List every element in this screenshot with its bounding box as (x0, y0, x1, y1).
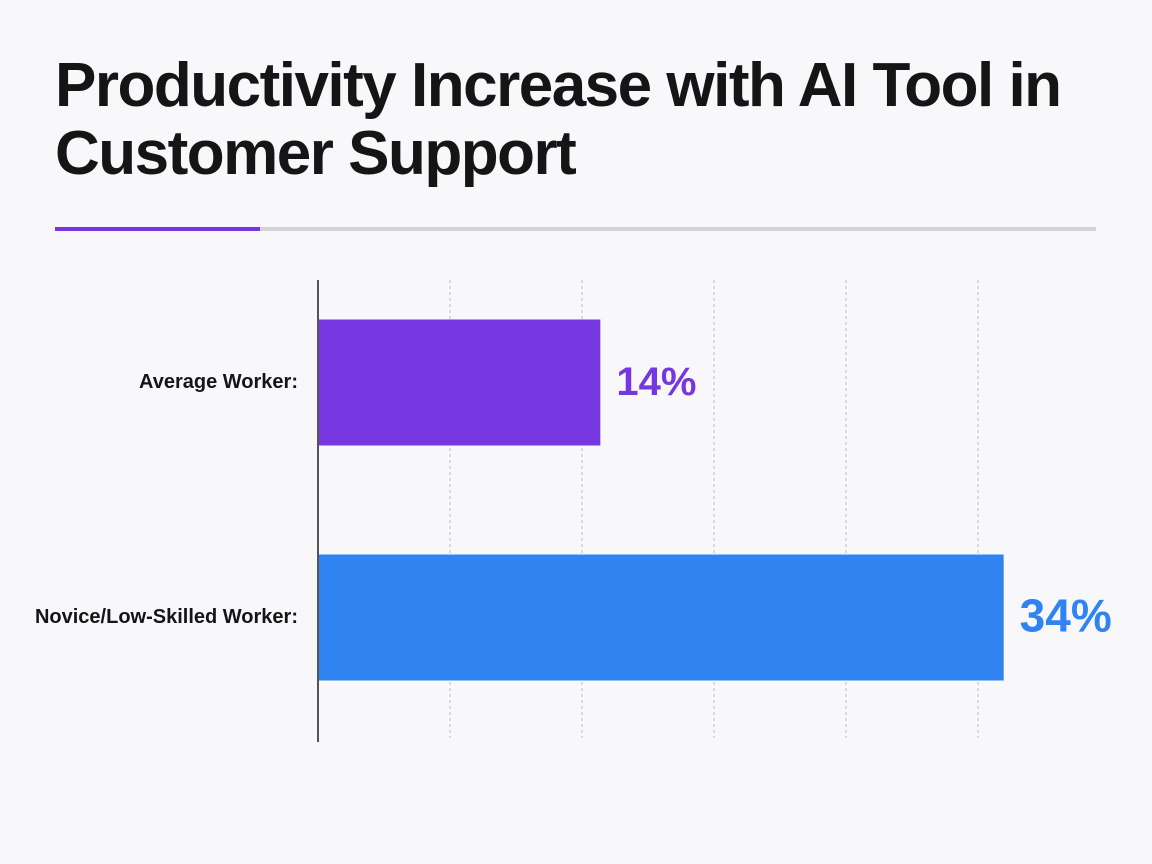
bar (318, 554, 1004, 681)
y-tick-label: Average Worker: (139, 371, 298, 393)
y-tick-label: Novice/Low-Skilled Worker: (35, 606, 298, 628)
title-rule (55, 227, 1096, 231)
grid (449, 280, 979, 738)
value-label: 14% (616, 360, 696, 404)
chart-title: Productivity Increase with AI Tool in Cu… (55, 51, 1062, 188)
title-accent (55, 227, 260, 231)
value-label: 34% (1020, 590, 1112, 642)
plot: Average Worker: 14% Novice/Low-Skilled Wor… (35, 319, 1112, 681)
bar (318, 319, 601, 446)
